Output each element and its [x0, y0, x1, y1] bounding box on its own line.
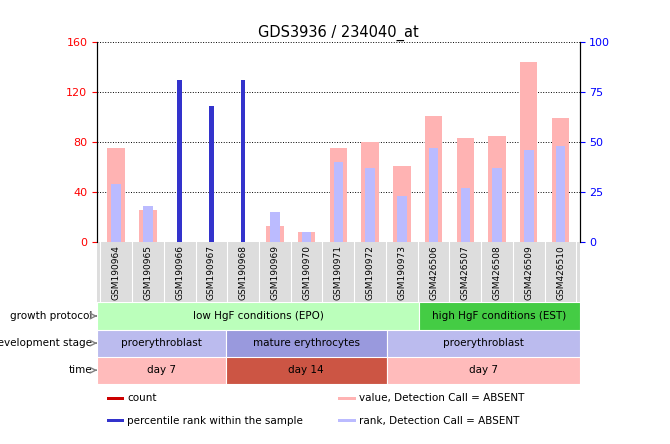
Text: GSM426509: GSM426509	[524, 245, 533, 300]
Text: GSM190967: GSM190967	[207, 245, 216, 300]
Text: growth protocol: growth protocol	[10, 311, 92, 321]
Title: GDS3936 / 234040_at: GDS3936 / 234040_at	[258, 24, 419, 41]
Bar	[107, 396, 124, 400]
Bar	[107, 419, 124, 422]
Bar	[330, 148, 347, 242]
Bar	[361, 142, 379, 242]
Text: GSM190969: GSM190969	[271, 245, 279, 300]
Bar	[387, 357, 580, 384]
Text: GSM190965: GSM190965	[143, 245, 153, 300]
Bar	[338, 396, 356, 400]
Bar	[552, 118, 570, 242]
Bar	[419, 302, 580, 329]
Text: high HgF conditions (EST): high HgF conditions (EST)	[432, 311, 566, 321]
Text: development stage: development stage	[0, 338, 92, 348]
Text: GSM190972: GSM190972	[366, 245, 375, 300]
Text: GSM190970: GSM190970	[302, 245, 311, 300]
Text: day 7: day 7	[147, 365, 176, 375]
Bar	[334, 162, 343, 242]
Bar	[338, 419, 356, 422]
Text: GSM426508: GSM426508	[492, 245, 502, 300]
Bar	[241, 91, 245, 242]
Bar	[178, 80, 182, 242]
Text: count: count	[127, 393, 157, 403]
Bar	[555, 146, 565, 242]
Text: proerythroblast: proerythroblast	[121, 338, 202, 348]
Text: value, Detection Call = ABSENT: value, Detection Call = ABSENT	[358, 393, 524, 403]
Bar	[488, 136, 506, 242]
Text: time: time	[69, 365, 92, 375]
Bar	[302, 232, 312, 242]
Bar	[107, 148, 125, 242]
Bar	[241, 80, 245, 242]
Text: GSM426507: GSM426507	[461, 245, 470, 300]
Bar	[298, 232, 316, 242]
Bar	[97, 302, 419, 329]
Text: rank, Detection Call = ABSENT: rank, Detection Call = ABSENT	[358, 416, 519, 426]
Bar	[365, 168, 375, 242]
Bar	[111, 184, 121, 242]
Bar	[266, 226, 283, 242]
Text: GSM426506: GSM426506	[429, 245, 438, 300]
Text: GSM190971: GSM190971	[334, 245, 343, 300]
Bar	[139, 210, 157, 242]
Bar	[226, 357, 387, 384]
Text: GSM190973: GSM190973	[397, 245, 406, 300]
Bar	[387, 329, 580, 357]
Text: GSM190968: GSM190968	[239, 245, 248, 300]
Text: day 7: day 7	[468, 365, 498, 375]
Bar	[143, 206, 153, 242]
Text: low HgF conditions (EPO): low HgF conditions (EPO)	[192, 311, 324, 321]
Text: GSM426510: GSM426510	[556, 245, 565, 300]
Text: proerythroblast: proerythroblast	[443, 338, 523, 348]
Bar	[520, 62, 537, 242]
Bar	[270, 212, 279, 242]
Text: day 14: day 14	[288, 365, 324, 375]
Text: mature erythrocytes: mature erythrocytes	[253, 338, 360, 348]
Bar	[460, 188, 470, 242]
Bar	[429, 148, 438, 242]
Bar	[209, 138, 214, 242]
Bar	[226, 329, 387, 357]
Bar	[397, 196, 407, 242]
Text: percentile rank within the sample: percentile rank within the sample	[127, 416, 303, 426]
Bar	[209, 106, 214, 242]
Bar	[425, 116, 442, 242]
Bar	[178, 90, 182, 242]
Bar	[97, 357, 226, 384]
Bar	[97, 329, 226, 357]
Text: GSM190964: GSM190964	[112, 245, 121, 300]
Bar	[524, 150, 533, 242]
Text: GSM190966: GSM190966	[175, 245, 184, 300]
Bar	[492, 168, 502, 242]
Bar	[456, 138, 474, 242]
Bar	[393, 166, 411, 242]
